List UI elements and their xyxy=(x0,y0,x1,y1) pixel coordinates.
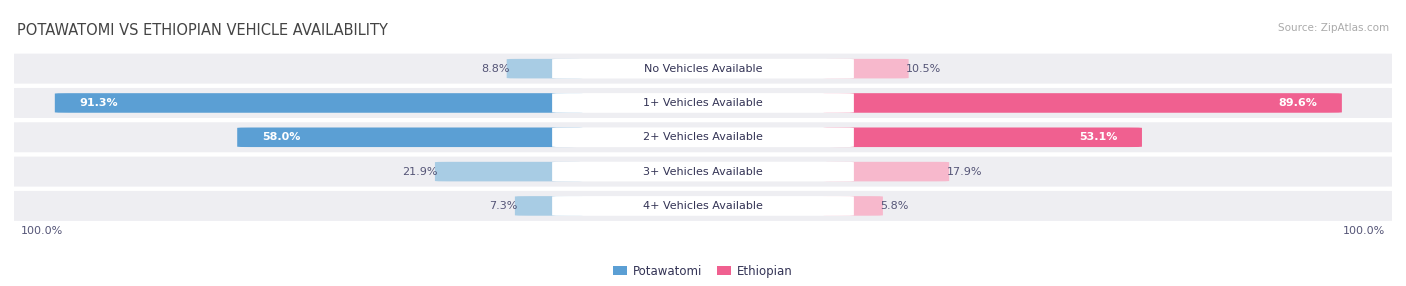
FancyBboxPatch shape xyxy=(4,191,1402,221)
FancyBboxPatch shape xyxy=(238,128,582,147)
FancyBboxPatch shape xyxy=(515,196,582,216)
Text: 58.0%: 58.0% xyxy=(262,132,301,142)
FancyBboxPatch shape xyxy=(553,162,853,181)
FancyBboxPatch shape xyxy=(824,93,1341,113)
Text: 2+ Vehicles Available: 2+ Vehicles Available xyxy=(643,132,763,142)
FancyBboxPatch shape xyxy=(434,162,582,181)
Text: POTAWATOMI VS ETHIOPIAN VEHICLE AVAILABILITY: POTAWATOMI VS ETHIOPIAN VEHICLE AVAILABI… xyxy=(17,23,388,38)
FancyBboxPatch shape xyxy=(824,162,949,181)
FancyBboxPatch shape xyxy=(506,59,582,78)
Text: No Vehicles Available: No Vehicles Available xyxy=(644,64,762,74)
FancyBboxPatch shape xyxy=(4,54,1402,84)
FancyBboxPatch shape xyxy=(824,59,908,78)
Text: 4+ Vehicles Available: 4+ Vehicles Available xyxy=(643,201,763,211)
FancyBboxPatch shape xyxy=(4,157,1402,186)
Text: 17.9%: 17.9% xyxy=(946,167,981,176)
Text: 100.0%: 100.0% xyxy=(1343,226,1385,236)
Text: 10.5%: 10.5% xyxy=(905,64,941,74)
Legend: Potawatomi, Ethiopian: Potawatomi, Ethiopian xyxy=(609,260,797,282)
FancyBboxPatch shape xyxy=(824,128,1142,147)
FancyBboxPatch shape xyxy=(824,196,883,216)
FancyBboxPatch shape xyxy=(553,93,853,113)
Text: 7.3%: 7.3% xyxy=(489,201,517,211)
Text: 100.0%: 100.0% xyxy=(21,226,63,236)
FancyBboxPatch shape xyxy=(4,122,1402,152)
Text: Source: ZipAtlas.com: Source: ZipAtlas.com xyxy=(1278,23,1389,33)
FancyBboxPatch shape xyxy=(55,93,582,113)
Text: 3+ Vehicles Available: 3+ Vehicles Available xyxy=(643,167,763,176)
Text: 21.9%: 21.9% xyxy=(402,167,437,176)
FancyBboxPatch shape xyxy=(4,88,1402,118)
Text: 89.6%: 89.6% xyxy=(1278,98,1317,108)
Text: 1+ Vehicles Available: 1+ Vehicles Available xyxy=(643,98,763,108)
Text: 91.3%: 91.3% xyxy=(80,98,118,108)
FancyBboxPatch shape xyxy=(553,128,853,147)
FancyBboxPatch shape xyxy=(553,196,853,216)
Text: 53.1%: 53.1% xyxy=(1078,132,1118,142)
Text: 5.8%: 5.8% xyxy=(880,201,908,211)
Text: 8.8%: 8.8% xyxy=(481,64,509,74)
FancyBboxPatch shape xyxy=(553,59,853,78)
